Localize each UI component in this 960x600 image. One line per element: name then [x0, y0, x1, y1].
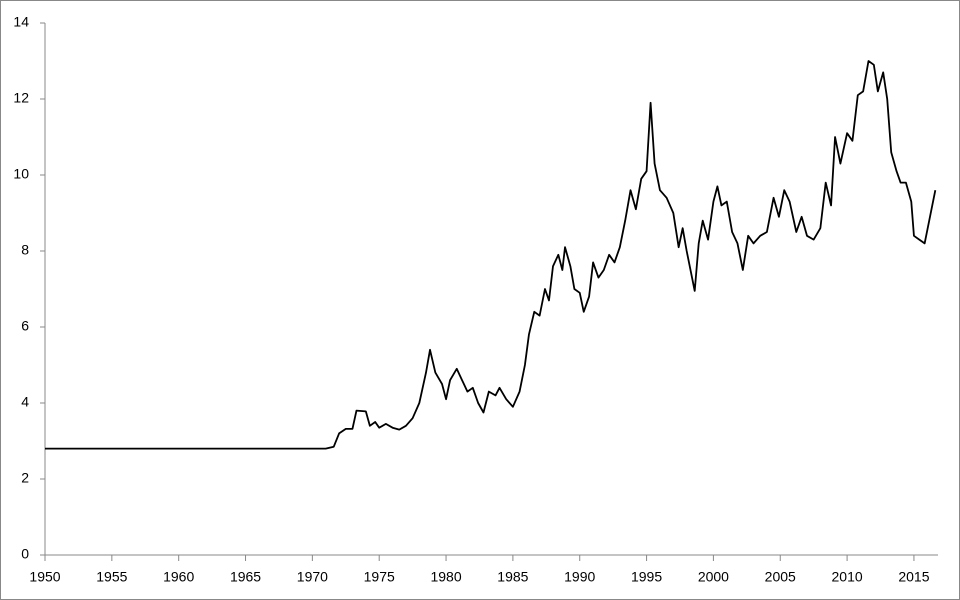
data-line	[45, 60, 937, 450]
x-tick-label: 1990	[564, 569, 595, 585]
y-tick-label: 8	[21, 242, 29, 258]
x-tick-label: 1975	[364, 569, 395, 585]
x-tick-label: 2015	[898, 569, 929, 585]
y-tick-label: 6	[21, 318, 29, 334]
y-tick-label: 2	[21, 470, 29, 486]
x-tick-label: 1955	[96, 569, 127, 585]
y-tick-label: 4	[21, 394, 29, 410]
y-tick-label: 14	[13, 14, 29, 30]
y-tick-label: 12	[13, 90, 29, 106]
x-tick-label: 1970	[297, 569, 328, 585]
x-tick-label: 2005	[765, 569, 796, 585]
x-tick-label: 2010	[832, 569, 863, 585]
x-tick-label: 2000	[698, 569, 729, 585]
y-tick-label: 10	[13, 166, 29, 182]
y-tick-label: 0	[21, 546, 29, 562]
x-tick-label: 1960	[163, 569, 194, 585]
x-tick-label: 1985	[497, 569, 528, 585]
x-tick-label: 1965	[230, 569, 261, 585]
x-tick-label: 1995	[631, 569, 662, 585]
x-tick-label: 1950	[29, 569, 60, 585]
x-tick-label: 1980	[430, 569, 461, 585]
